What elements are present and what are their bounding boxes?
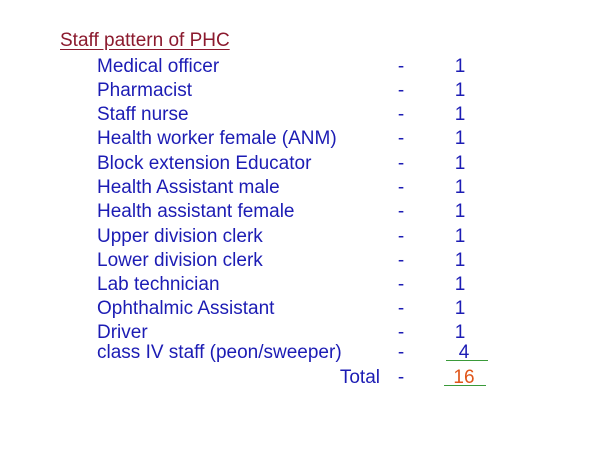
staff-row: Health assistant female - 1 [0, 201, 602, 225]
staff-count: 1 [454, 250, 466, 271]
staff-role: Pharmacist [97, 80, 193, 101]
staff-role: Ophthalmic Assistant [97, 298, 275, 319]
staff-count: 1 [454, 177, 466, 198]
staff-row: Driver - 1 [0, 322, 602, 346]
staff-count: 1 [454, 322, 466, 343]
staff-role: Lab technician [97, 274, 220, 295]
staff-dash: - [397, 153, 405, 174]
staff-dash: - [397, 322, 405, 343]
page-title: Staff pattern of PHC [60, 30, 230, 51]
staff-role: Medical officer [97, 56, 220, 77]
staff-dash: - [397, 226, 405, 247]
staff-role: class IV staff (peon/sweeper) [97, 342, 342, 363]
staff-row: Pharmacist - 1 [0, 80, 602, 104]
staff-dash: - [397, 274, 405, 295]
staff-row: Staff nurse - 1 [0, 104, 602, 128]
staff-dash: - [397, 56, 405, 77]
staff-dash: - [397, 128, 405, 149]
staff-dash: - [397, 298, 405, 319]
staff-role: Health worker female (ANM) [97, 128, 337, 149]
staff-role: Staff nurse [97, 104, 189, 125]
staff-dash: - [397, 80, 405, 101]
staff-dash: - [397, 342, 405, 363]
staff-count: 1 [454, 298, 466, 319]
staff-count: 1 [454, 56, 466, 77]
staff-dash: - [397, 201, 405, 222]
staff-count: 1 [454, 274, 466, 295]
total-count: 16 [453, 367, 475, 388]
total-label: Total [339, 367, 380, 388]
staff-row: Medical officer - 1 [0, 56, 602, 80]
staff-row: Upper division clerk - 1 [0, 226, 602, 250]
total-dash: - [397, 367, 405, 388]
staff-count: 1 [454, 201, 466, 222]
staff-row: Lab technician - 1 [0, 274, 602, 298]
staff-count: 1 [454, 226, 466, 247]
staff-dash: - [397, 104, 405, 125]
staff-dash: - [397, 250, 405, 271]
staff-row: Health worker female (ANM) - 1 [0, 128, 602, 152]
total-underline [444, 385, 486, 386]
staff-dash: - [397, 177, 405, 198]
staff-role: Block extension Educator [97, 153, 312, 174]
staff-role: Health Assistant male [97, 177, 280, 198]
subtotal-underline [446, 360, 488, 361]
staff-count: 1 [454, 153, 466, 174]
total-row: Total - 16 [0, 367, 602, 391]
staff-count: 1 [454, 128, 466, 149]
staff-count: 1 [454, 80, 466, 101]
staff-role: Lower division clerk [97, 250, 263, 271]
staff-row: Ophthalmic Assistant - 1 [0, 298, 602, 322]
staff-role: Upper division clerk [97, 226, 263, 247]
staff-count: 4 [458, 342, 470, 363]
staff-row: Health Assistant male - 1 [0, 177, 602, 201]
staff-role: Health assistant female [97, 201, 295, 222]
staff-row: Lower division clerk - 1 [0, 250, 602, 274]
staff-row: Block extension Educator - 1 [0, 153, 602, 177]
staff-row: class IV staff (peon/sweeper) - 4 [0, 342, 602, 366]
staff-role: Driver [97, 322, 148, 343]
staff-count: 1 [454, 104, 466, 125]
